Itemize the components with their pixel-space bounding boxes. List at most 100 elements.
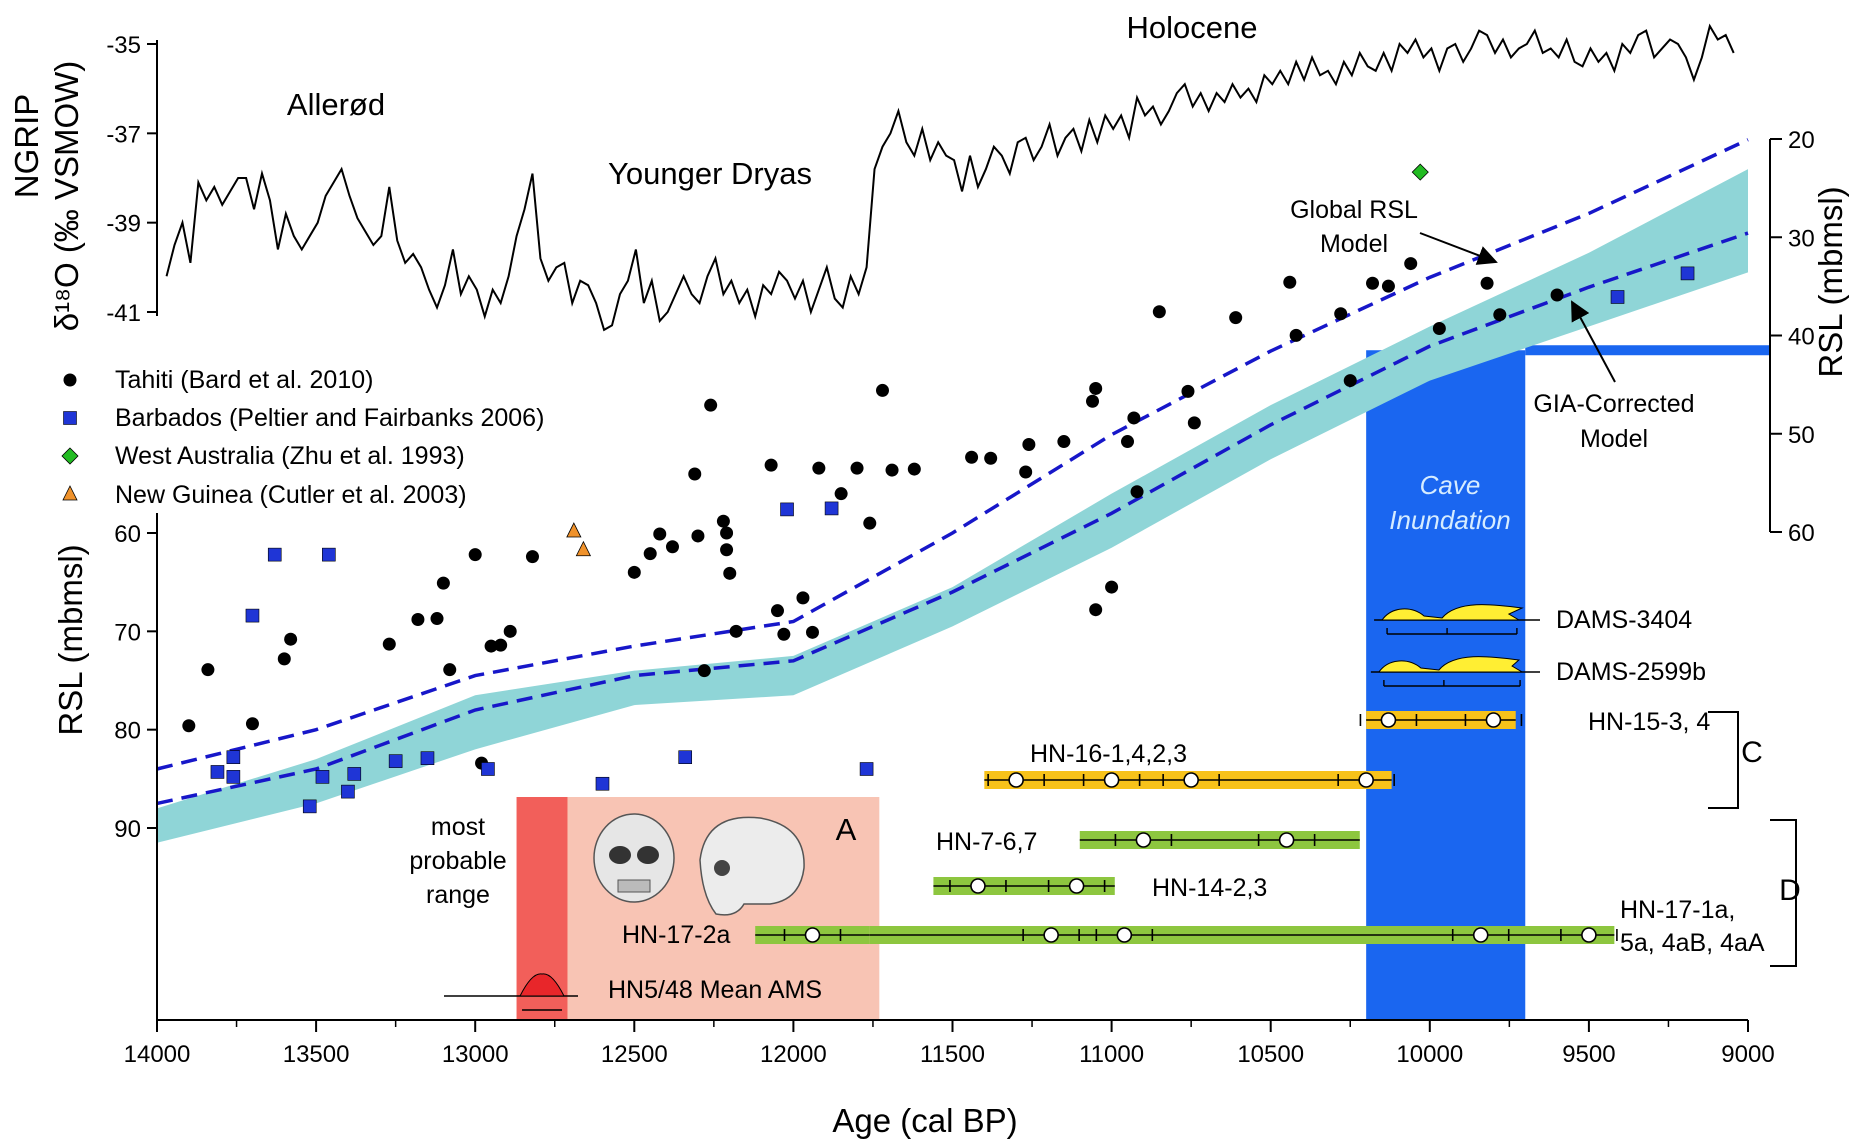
ngrip-axis-title-line2: δ¹⁸O (‰ VSMOW) bbox=[48, 61, 85, 332]
circle-point bbox=[764, 458, 778, 472]
legend-label-west-australia: West Australia (Zhu et al. 1993) bbox=[115, 442, 465, 470]
ngrip-curve bbox=[165, 23, 1735, 332]
square-point bbox=[780, 502, 794, 517]
period-label-allerod: Allerød bbox=[287, 87, 385, 122]
x-tick-label: 12500 bbox=[601, 1041, 668, 1068]
circle-point bbox=[627, 565, 641, 579]
hn-17-1a-label-line2: 5a, 4aB, 4aA bbox=[1620, 929, 1765, 957]
skull-front-icon bbox=[593, 813, 675, 903]
circle-point bbox=[729, 624, 743, 638]
left-tick-label: 70 bbox=[114, 619, 141, 646]
dating-point bbox=[804, 927, 821, 943]
legend-marker-square bbox=[63, 411, 77, 425]
global-model-label-line2: Model bbox=[1320, 230, 1388, 258]
square-point bbox=[226, 770, 241, 784]
x-tick-label: 10000 bbox=[1396, 1041, 1463, 1068]
dating-bar-4 bbox=[755, 926, 870, 944]
circle-point bbox=[1381, 279, 1395, 293]
box-a-label: A bbox=[836, 812, 857, 847]
gia-model-arrow bbox=[1571, 300, 1616, 383]
circle-point bbox=[653, 527, 667, 541]
circle-point bbox=[182, 719, 196, 733]
circle-point bbox=[1086, 394, 1100, 408]
circle-point bbox=[907, 462, 921, 476]
background-layer bbox=[516, 345, 1770, 1020]
circle-point bbox=[984, 451, 998, 465]
triangle-point bbox=[566, 522, 582, 538]
x-axis-title: Age (cal BP) bbox=[832, 1102, 1017, 1139]
hn-15-label: HN-15-3, 4 bbox=[1588, 708, 1710, 736]
series-diamond bbox=[61, 163, 1429, 465]
hn-17-2a-label: HN-17-2a bbox=[622, 921, 730, 949]
circle-point bbox=[723, 566, 737, 580]
square-point bbox=[678, 750, 693, 765]
circle-point bbox=[1493, 308, 1507, 322]
circle-point bbox=[1127, 411, 1141, 425]
dating-bar-3 bbox=[933, 877, 1115, 895]
group-label-d: D bbox=[1779, 874, 1801, 907]
global-model-label-line1: Global RSL bbox=[1290, 196, 1418, 224]
left-tick-label: 60 bbox=[114, 521, 141, 548]
axes-layer: 14000 13500 13000 12500 12000 11500 11000 10500… bbox=[106, 32, 1814, 1068]
series-square bbox=[63, 266, 1695, 814]
x-tick-label: 13000 bbox=[442, 1041, 509, 1068]
left-tick-label: 90 bbox=[114, 816, 141, 843]
skull-eye-left bbox=[609, 846, 631, 864]
probable-range-label-line2: probable bbox=[409, 847, 506, 875]
hn-7-label: HN-7-6,7 bbox=[936, 828, 1037, 856]
skull-illustration bbox=[593, 813, 805, 916]
dating-point bbox=[1068, 878, 1085, 894]
gia-model-label-line1: GIA-Corrected bbox=[1533, 390, 1694, 418]
circle-point bbox=[863, 516, 877, 530]
circle-point bbox=[1366, 276, 1380, 290]
circle-point bbox=[284, 632, 298, 646]
right-tick-label: 60 bbox=[1788, 520, 1815, 547]
dating-bar-0 bbox=[1359, 711, 1523, 729]
left-tick-label: 80 bbox=[114, 718, 141, 745]
skull-teeth bbox=[617, 879, 651, 893]
circle-point bbox=[468, 548, 482, 562]
dating-point bbox=[1380, 712, 1397, 728]
circle-point bbox=[796, 591, 810, 605]
square-point bbox=[859, 762, 874, 776]
circle-point bbox=[1022, 438, 1036, 451]
circle-point bbox=[484, 639, 498, 653]
circle-point bbox=[1550, 288, 1564, 302]
circle-point bbox=[1283, 275, 1297, 289]
dating-point bbox=[1008, 772, 1024, 788]
probable-range-label-line3: range bbox=[426, 881, 490, 909]
circle-point bbox=[965, 450, 979, 464]
dams-2599b-label: DAMS-2599b bbox=[1556, 658, 1706, 686]
circle-point bbox=[411, 613, 425, 627]
circle-point bbox=[697, 664, 711, 678]
hn-16-label: HN-16-1,4,2,3 bbox=[1030, 740, 1187, 768]
text-layer: Age (cal BP) RSL (mbmsl) NGRIP δ¹⁸O (‰ V… bbox=[8, 10, 1849, 1139]
circle-point bbox=[720, 543, 734, 557]
circle-point bbox=[430, 612, 444, 626]
circle-point bbox=[1334, 307, 1348, 321]
x-tick-label: 10500 bbox=[1237, 1041, 1304, 1068]
dating-point bbox=[1485, 712, 1502, 728]
circle-point bbox=[1105, 580, 1119, 594]
circle-point bbox=[494, 638, 508, 652]
circle-point bbox=[1181, 384, 1195, 398]
ngrip-tick-label: -41 bbox=[106, 300, 141, 327]
skull-side-eye bbox=[714, 860, 730, 876]
circle-point bbox=[1057, 435, 1071, 449]
circle-point bbox=[1121, 435, 1135, 449]
square-point bbox=[341, 784, 355, 799]
dating-point bbox=[970, 878, 986, 894]
group-bracket-d bbox=[1770, 819, 1797, 967]
x-tick-label: 11500 bbox=[920, 1041, 985, 1068]
legend-label-new-guinea: New Guinea (Cutler et al. 2003) bbox=[115, 481, 467, 509]
dating-point bbox=[1116, 927, 1133, 943]
right-tick-label: 20 bbox=[1788, 127, 1815, 154]
dating-point bbox=[1135, 832, 1152, 848]
dams-plot-0 bbox=[1374, 604, 1540, 635]
square-point bbox=[420, 751, 435, 765]
circle-point bbox=[850, 461, 864, 475]
dams-plot-1 bbox=[1370, 656, 1540, 687]
square-point bbox=[1610, 290, 1625, 304]
dating-point bbox=[1103, 772, 1120, 788]
